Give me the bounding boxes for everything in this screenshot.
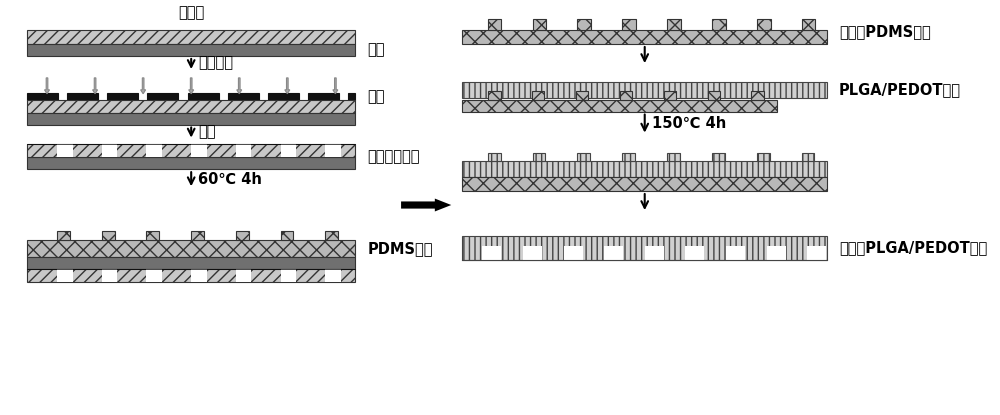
FancyArrow shape (401, 198, 451, 212)
Bar (462, 100, 777, 112)
Bar (281, 144, 296, 157)
Bar (685, 246, 704, 260)
Bar (767, 246, 786, 260)
Bar (281, 231, 293, 240)
Bar (188, 93, 219, 100)
Bar (462, 161, 827, 177)
Bar (802, 19, 815, 30)
Bar (462, 82, 827, 98)
Bar (802, 154, 814, 161)
Bar (533, 154, 545, 161)
Bar (308, 93, 339, 100)
Bar (146, 231, 159, 240)
Bar (576, 91, 588, 100)
Bar (523, 246, 542, 260)
Bar (532, 91, 544, 100)
Bar (191, 231, 204, 240)
Bar (604, 246, 623, 260)
Bar (325, 231, 338, 240)
Bar (622, 154, 635, 161)
Bar (664, 91, 676, 100)
Bar (462, 177, 827, 191)
Text: 150℃ 4h: 150℃ 4h (652, 116, 726, 131)
Bar (462, 236, 827, 260)
Bar (27, 100, 355, 112)
Bar (27, 144, 355, 157)
Bar (482, 246, 501, 260)
Bar (564, 246, 583, 260)
Bar (712, 19, 726, 30)
Bar (146, 144, 162, 157)
Bar (27, 30, 355, 44)
Bar (57, 231, 70, 240)
Bar (67, 93, 98, 100)
Bar (57, 144, 73, 157)
Text: 掩膜: 掩膜 (367, 89, 385, 104)
FancyArrow shape (189, 78, 194, 94)
Bar (57, 269, 73, 281)
Text: PDMS溶液: PDMS溶液 (367, 241, 433, 256)
Bar (228, 93, 259, 100)
Bar (191, 269, 207, 281)
Bar (533, 19, 546, 30)
Bar (27, 112, 355, 124)
Bar (488, 154, 501, 161)
Bar (147, 93, 178, 100)
Bar (577, 19, 591, 30)
FancyArrow shape (237, 78, 242, 94)
Bar (751, 91, 764, 100)
Bar (268, 93, 299, 100)
Bar (757, 154, 770, 161)
Bar (236, 231, 249, 240)
Bar (27, 93, 58, 100)
Bar (488, 91, 501, 100)
Bar (236, 269, 251, 281)
Text: 洗片: 洗片 (198, 124, 216, 139)
Bar (325, 144, 341, 157)
Bar (708, 91, 720, 100)
Text: 紫外曝光: 紫外曝光 (198, 56, 233, 71)
Bar (620, 91, 632, 100)
Bar (667, 154, 680, 161)
Bar (102, 144, 117, 157)
Bar (27, 256, 355, 269)
Bar (726, 246, 745, 260)
Bar (102, 231, 115, 240)
Text: 硅片: 硅片 (367, 43, 385, 58)
Bar (712, 154, 725, 161)
Bar (667, 19, 681, 30)
Bar (645, 246, 664, 260)
Bar (622, 19, 636, 30)
Bar (348, 93, 355, 100)
Text: 图案化PDMS模板: 图案化PDMS模板 (839, 24, 931, 39)
Bar (462, 30, 827, 44)
Bar (102, 269, 117, 281)
Bar (281, 269, 296, 281)
Bar (577, 154, 590, 161)
Bar (146, 269, 162, 281)
Text: 图案化硅模板: 图案化硅模板 (367, 149, 420, 164)
Bar (236, 144, 251, 157)
Bar (27, 240, 355, 256)
FancyArrow shape (45, 78, 50, 94)
Bar (27, 157, 355, 169)
Text: 图案化PLGA/PEDOT材料: 图案化PLGA/PEDOT材料 (839, 240, 987, 255)
Bar (191, 144, 207, 157)
Bar (757, 19, 771, 30)
Bar (325, 269, 341, 281)
FancyArrow shape (333, 78, 338, 94)
Text: 60℃ 4h: 60℃ 4h (198, 172, 262, 187)
Bar (27, 269, 355, 281)
Bar (27, 44, 355, 56)
Text: PLGA/PEDOT材料: PLGA/PEDOT材料 (839, 82, 961, 97)
FancyArrow shape (285, 78, 290, 94)
FancyArrow shape (141, 78, 146, 94)
FancyArrow shape (93, 78, 98, 94)
Bar (107, 93, 138, 100)
Bar (488, 19, 501, 30)
Bar (807, 246, 826, 260)
Text: 光刻胶: 光刻胶 (178, 5, 204, 20)
